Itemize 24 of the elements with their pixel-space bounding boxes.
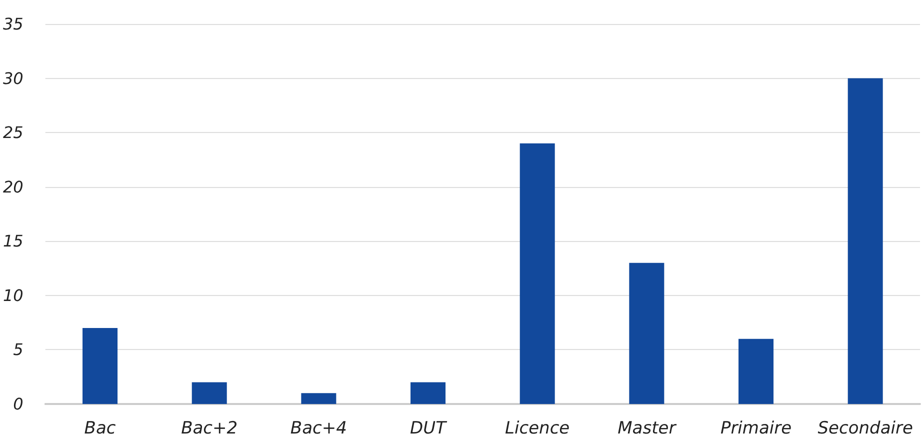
x-tick-label: Bac+4: [290, 418, 347, 438]
x-tick-label: Licence: [505, 418, 570, 438]
bar: [629, 262, 664, 404]
bar: [848, 78, 883, 404]
bar: [301, 393, 336, 404]
x-tick-label: DUT: [410, 418, 448, 438]
x-tick-label: Secondaire: [818, 418, 913, 438]
x-tick-label: Primaire: [720, 418, 792, 438]
y-tick-label: 5: [13, 340, 24, 360]
y-tick-label: 20: [3, 177, 24, 196]
bar: [82, 328, 118, 404]
y-tick-label: 25: [3, 123, 24, 142]
y-tick-label: 30: [3, 68, 24, 88]
x-tick-label: Bac+2: [181, 418, 238, 438]
y-tick-label: 35: [3, 14, 24, 34]
x-tick-label: Master: [618, 418, 677, 438]
y-tick-label: 0: [13, 394, 24, 414]
bar: [520, 143, 555, 404]
bar: [410, 382, 446, 404]
y-tick-label: 10: [3, 286, 24, 305]
x-tick-label: Bac: [84, 418, 116, 438]
y-tick-label: 15: [3, 232, 24, 251]
bar: [738, 338, 774, 404]
bar: [192, 382, 227, 404]
